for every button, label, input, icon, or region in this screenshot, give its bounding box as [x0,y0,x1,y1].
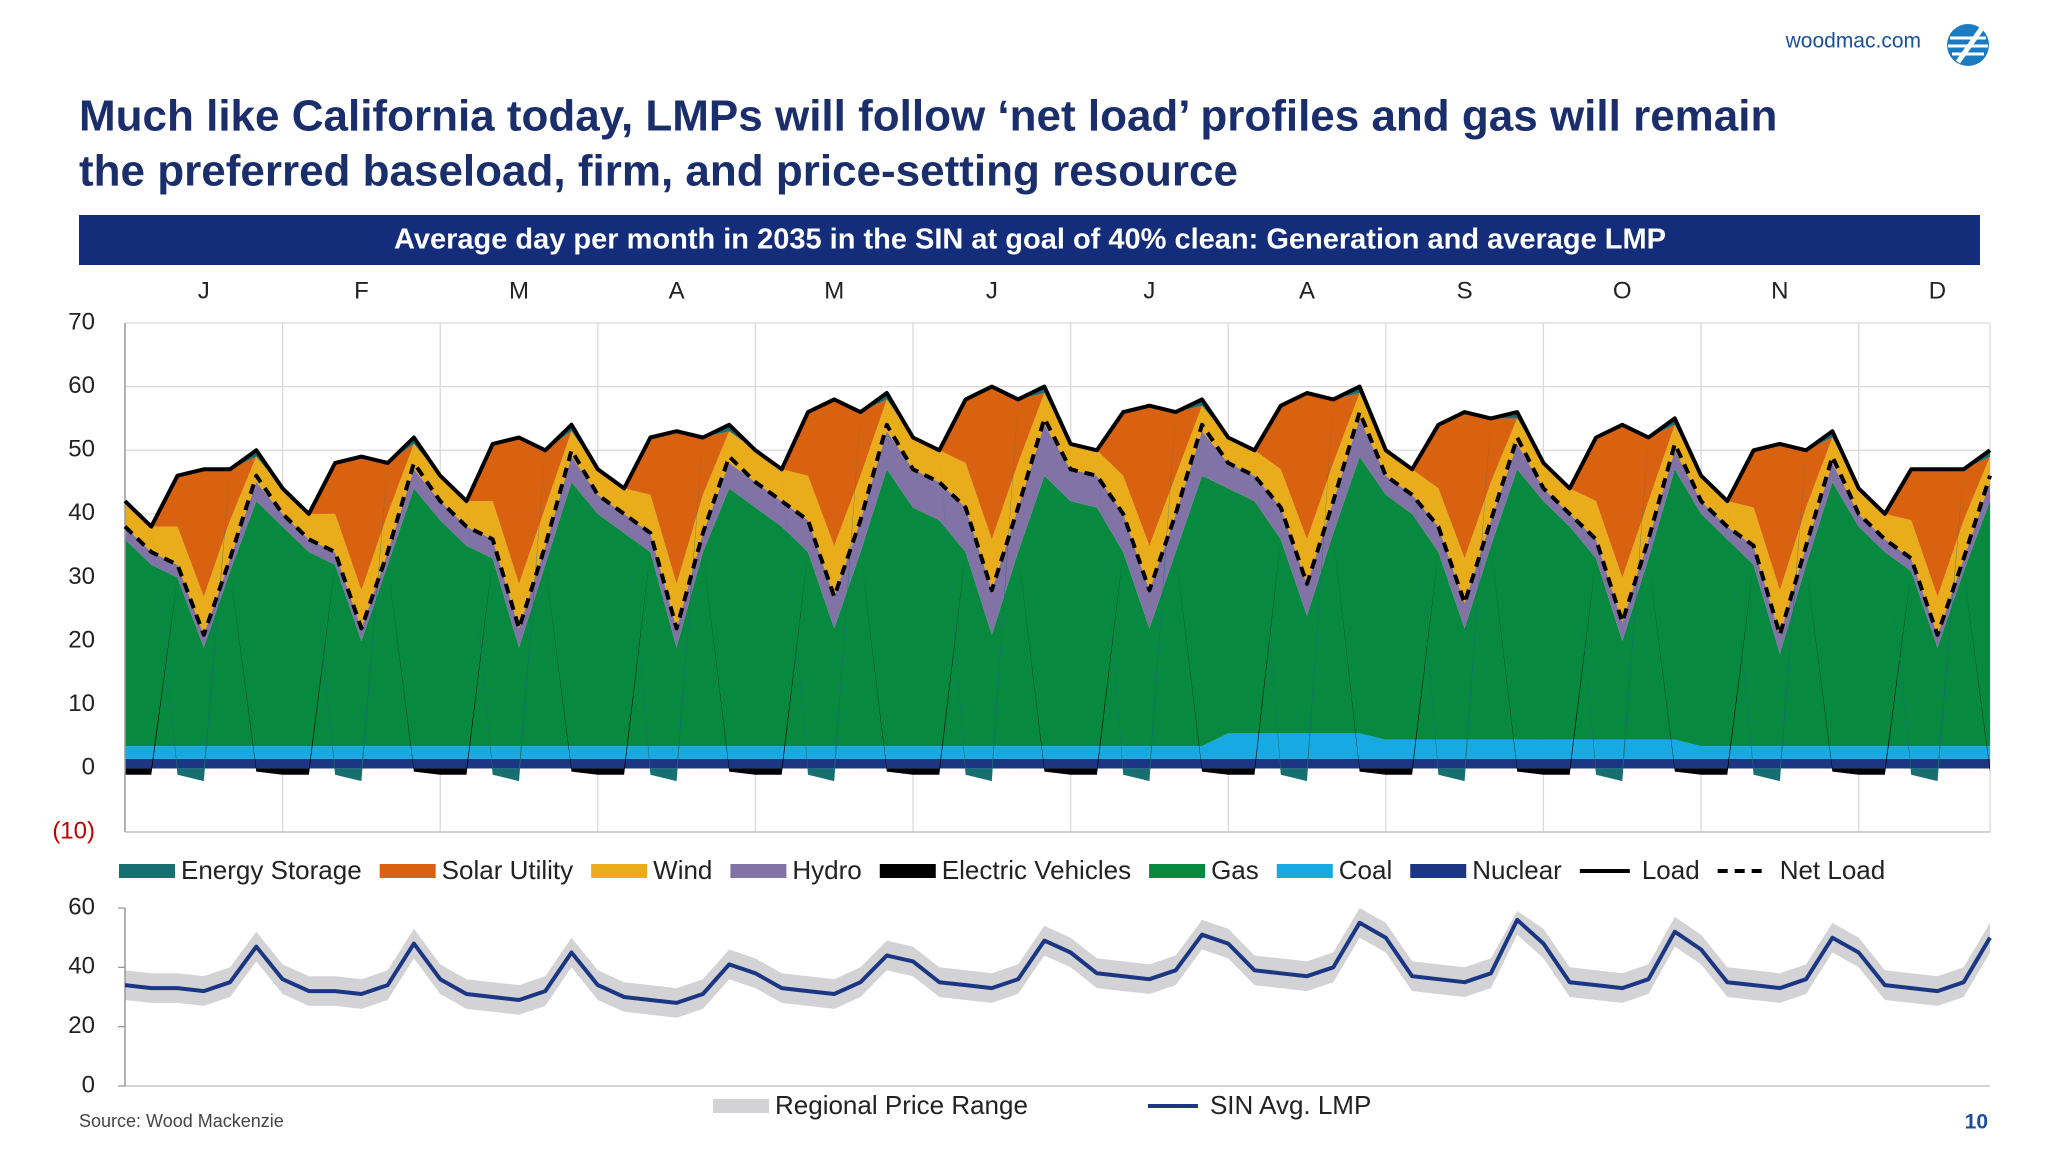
title-line: Much like California today, LMPs will fo… [79,92,1777,141]
y-tick-label: 60 [68,372,95,399]
y-tick-label: 50 [68,436,95,463]
legend-swatch [379,864,436,878]
x-tick-label: O [1613,277,1632,304]
legend-swatch [730,864,787,878]
banner [79,215,1980,265]
legend-swatch [591,864,648,878]
legend-swatch [1410,864,1467,878]
y-tick-label: 10 [68,690,95,717]
legend-label: Gas [1211,855,1259,885]
legend-item: Regional Price Range [713,1090,1028,1120]
y-tick-label: 30 [68,563,95,590]
legend-label: Coal [1339,855,1392,885]
y-tick-label: 20 [68,626,95,653]
legend-item: Net Load [1717,855,1886,885]
legend-item: Solar Utility [379,855,573,885]
title-line: the preferred baseload, firm, and price-… [79,147,1238,196]
legend-label: Net Load [1780,855,1886,885]
area [125,418,1990,654]
legend-label: Regional Price Range [775,1090,1028,1120]
legend-label: Electric Vehicles [942,855,1131,885]
line [123,384,1992,529]
y-tick-label: 40 [68,499,95,526]
legend-item: SIN Avg. LMP [1147,1090,1371,1120]
legend-item: Gas [1149,855,1259,885]
x-tick-label: S [1457,277,1473,304]
x-tick-label: J [986,277,998,304]
legend-item: Electric Vehicles [879,855,1131,885]
legend-item: Hydro [730,855,862,885]
legend-item: Nuclear [1410,855,1562,885]
x-tick-label: M [509,277,529,304]
area [125,393,1990,635]
legend-item: Coal [1276,855,1392,885]
legend-item: Load [1579,855,1700,885]
y-tick-label: 20 [68,1012,95,1039]
chart-title: Average day per month in 2035 in the SIN… [394,224,1666,256]
area [125,758,1990,769]
legend-swatch [119,864,175,878]
legend-label: Energy Storage [181,855,362,885]
line [124,917,1992,1005]
x-tick-label: M [824,277,844,304]
y-tick-label: 60 [68,893,95,920]
x-tick-label: F [354,277,369,304]
legend-item: Energy Storage [119,855,362,885]
legend-swatch [1276,864,1333,878]
x-tick-label: D [1929,277,1946,304]
legend-label: SIN Avg. LMP [1210,1090,1371,1120]
legend-label: Nuclear [1472,855,1562,885]
price-range [125,908,1990,1018]
line [123,410,1992,637]
legend-label: Hydro [792,855,861,885]
y-tick-label: 40 [68,953,95,980]
logo [1947,24,1989,66]
legend-label: Wind [653,855,712,885]
y-tick-label: 0 [82,754,95,781]
page-number: 10 [1965,1111,1988,1134]
legend-swatch [1149,864,1206,878]
y-tick-label: 70 [68,308,95,335]
x-tick-label: N [1771,277,1788,304]
y-tick-label: (10) [52,817,95,844]
x-tick-label: J [1143,277,1155,304]
y-tick-label: 0 [82,1071,95,1098]
area [125,533,1990,775]
source: Source: Wood Mackenzie [79,1111,284,1131]
x-tick-label: J [198,277,210,304]
area [125,456,1990,747]
x-tick-label: A [1299,277,1315,304]
legend-swatch [879,864,936,878]
site: woodmac.com [1785,30,1921,53]
legend-label: Solar Utility [442,855,573,885]
legend-label: Load [1642,855,1700,885]
x-tick-label: A [669,277,685,304]
area [125,386,1990,597]
legend-item: Wind [591,855,712,885]
legend-swatch [713,1099,769,1113]
